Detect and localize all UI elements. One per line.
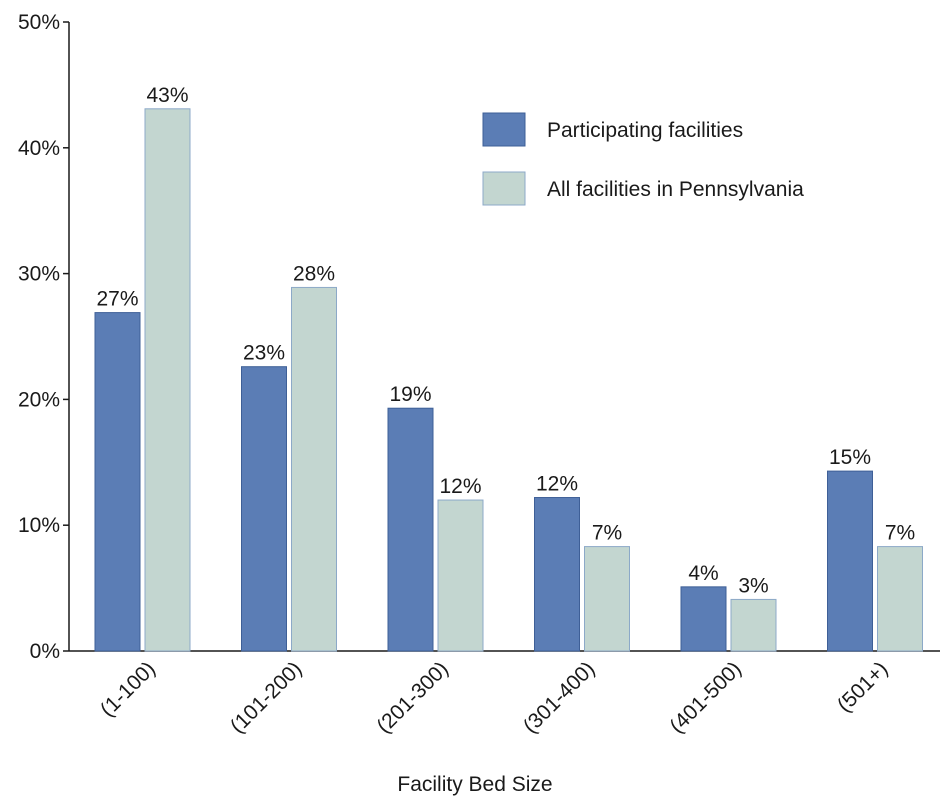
data-label: 28% bbox=[293, 262, 335, 285]
legend-label: All facilities in Pennsylvania bbox=[547, 178, 804, 201]
bar-all-pa-2 bbox=[437, 499, 484, 652]
data-label: 19% bbox=[389, 383, 431, 406]
bar-participating-3 bbox=[534, 497, 580, 652]
bar-participating-4 bbox=[680, 586, 727, 652]
bar-all-pa-4 bbox=[730, 598, 777, 652]
y-tick-label: 30% bbox=[18, 263, 60, 286]
y-tick-label: 10% bbox=[18, 514, 60, 537]
data-label: 4% bbox=[688, 562, 718, 585]
data-label: 12% bbox=[439, 475, 481, 498]
data-label: 12% bbox=[536, 473, 578, 496]
bar-participating-2 bbox=[387, 407, 434, 652]
x-tick-label: (1-100) bbox=[96, 657, 160, 721]
data-label: 27% bbox=[96, 288, 138, 311]
data-label: 3% bbox=[738, 574, 768, 597]
bar-participating-5 bbox=[827, 470, 873, 652]
x-tick-label: (301-400) bbox=[519, 657, 600, 738]
y-tick-label: 50% bbox=[18, 11, 60, 34]
x-tick-label: (401-500) bbox=[665, 657, 746, 738]
x-tick-label: (101-200) bbox=[226, 657, 307, 738]
bars bbox=[94, 108, 923, 652]
data-labels: 27% 43% 23% 28% 19% 12% 12% 7% 4% 3% 15% 7% bbox=[96, 84, 915, 598]
x-axis-title: Facility Bed Size bbox=[397, 773, 552, 796]
y-tick-label: 40% bbox=[18, 137, 60, 160]
data-label: 7% bbox=[592, 522, 622, 545]
bar-all-pa-5 bbox=[877, 546, 923, 652]
data-label: 23% bbox=[243, 342, 285, 365]
legend-swatch bbox=[482, 171, 526, 206]
legend: Participating facilities All facilities i… bbox=[482, 112, 804, 206]
bar-participating-0 bbox=[94, 312, 141, 652]
y-tick-label: 20% bbox=[18, 388, 60, 411]
data-label: 15% bbox=[829, 446, 871, 469]
y-tick-label: 0% bbox=[30, 640, 60, 663]
x-tick-label: (201-300) bbox=[372, 657, 453, 738]
legend-swatch bbox=[482, 112, 526, 147]
bar-all-pa-3 bbox=[584, 546, 630, 652]
x-tick-label: (501+) bbox=[833, 657, 893, 717]
legend-label: Participating facilities bbox=[547, 119, 743, 142]
data-label: 7% bbox=[885, 522, 915, 545]
bar-all-pa-1 bbox=[291, 286, 337, 652]
bar-participating-1 bbox=[241, 366, 287, 652]
bar-all-pa-0 bbox=[144, 108, 191, 652]
data-label: 43% bbox=[146, 84, 188, 107]
